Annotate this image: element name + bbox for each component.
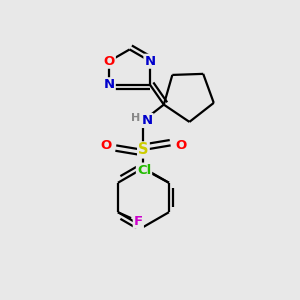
Text: N: N [104, 78, 115, 91]
Text: Cl: Cl [137, 164, 151, 177]
Text: O: O [175, 139, 186, 152]
Text: O: O [100, 139, 112, 152]
Text: N: N [142, 114, 153, 127]
Text: S: S [138, 142, 149, 158]
Text: F: F [134, 215, 143, 228]
Text: H: H [131, 113, 140, 123]
Text: N: N [145, 55, 156, 68]
Text: O: O [103, 55, 115, 68]
